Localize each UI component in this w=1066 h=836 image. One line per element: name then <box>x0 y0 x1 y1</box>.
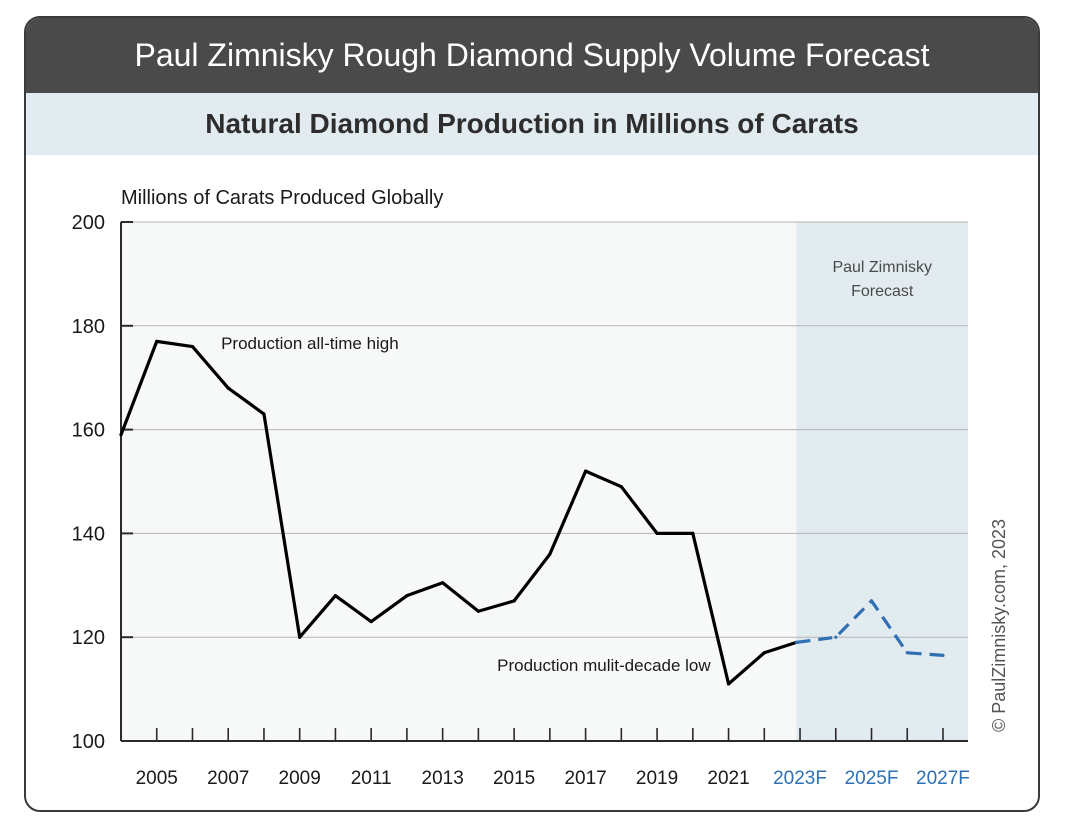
annotation-high: Production all-time high <box>221 334 399 353</box>
actual-data-point <box>369 620 373 624</box>
forecast-data-point <box>905 651 909 655</box>
forecast-data-point <box>869 599 874 603</box>
forecast-label-line1: Paul Zimnisky <box>832 259 932 276</box>
actual-data-point <box>190 344 195 349</box>
actual-data-point <box>548 552 552 556</box>
x-tick-label: 2009 <box>279 768 321 789</box>
y-tick-labels: 100 120 140 160 180 200 <box>72 212 105 753</box>
actual-data-point <box>726 682 731 686</box>
actual-data-point <box>655 531 659 536</box>
copyright-text: © PaulZimnisky.com, 2023 <box>989 518 1009 732</box>
axes <box>120 222 968 742</box>
x-tick-label: 2005 <box>136 768 178 789</box>
x-tick-label: 2017 <box>564 768 606 789</box>
forecast-label-line2: Forecast <box>851 283 914 300</box>
x-tick-label: 2011 <box>351 768 392 789</box>
actual-data-point <box>512 599 516 603</box>
actual-data-point <box>333 594 338 598</box>
actual-data-point <box>119 433 123 437</box>
annotation-low: Production mulit-decade low <box>497 656 711 675</box>
x-tick-label: 2021 <box>707 768 749 789</box>
actual-data-point <box>583 469 588 473</box>
y-tick-label: 160 <box>72 420 105 442</box>
forecast-data-point <box>941 653 945 657</box>
actual-data-point <box>691 531 695 536</box>
x-tick-label: 2027F <box>916 768 970 789</box>
x-tick-labels: 2005 2007 2009 2011 2013 2015 2017 2019 2021 2023… <box>136 768 970 789</box>
actual-series-line <box>119 339 797 686</box>
x-tick-label: 2019 <box>636 768 678 789</box>
chart-title: Paul Zimnisky Rough Diamond Supply Volum… <box>26 18 1038 93</box>
actual-data-point <box>476 609 480 613</box>
x-tick-label: 2025F <box>845 768 899 789</box>
tick-marks <box>155 728 944 741</box>
chart-subtitle: Natural Diamond Production in Millions o… <box>26 93 1038 155</box>
forecast-data-point <box>834 635 838 639</box>
actual-data-point <box>762 651 766 655</box>
actual-data-point <box>405 594 409 598</box>
y-tick-label: 120 <box>72 627 105 649</box>
actual-data-point <box>262 412 266 416</box>
y-axis-label: Millions of Carats Produced Globally <box>121 187 443 209</box>
y-tick-label: 200 <box>72 212 105 234</box>
x-tick-label: 2013 <box>422 768 464 789</box>
actual-data-point <box>441 581 445 585</box>
forecast-data-point <box>794 640 799 644</box>
data-series <box>119 339 945 686</box>
actual-data-point <box>226 386 230 390</box>
actual-data-point <box>155 339 159 343</box>
y-tick-label: 140 <box>72 523 105 545</box>
y-tick-label: 180 <box>72 316 105 338</box>
x-tick-label: 2007 <box>207 768 249 789</box>
actual-data-point <box>619 485 623 489</box>
y-tick-label: 100 <box>72 731 105 753</box>
x-tick-label: 2015 <box>493 768 535 789</box>
actual-data-point <box>298 635 302 639</box>
annotations: Production all-time high Production mulit… <box>221 334 711 675</box>
x-tick-label: 2023F <box>773 768 827 789</box>
